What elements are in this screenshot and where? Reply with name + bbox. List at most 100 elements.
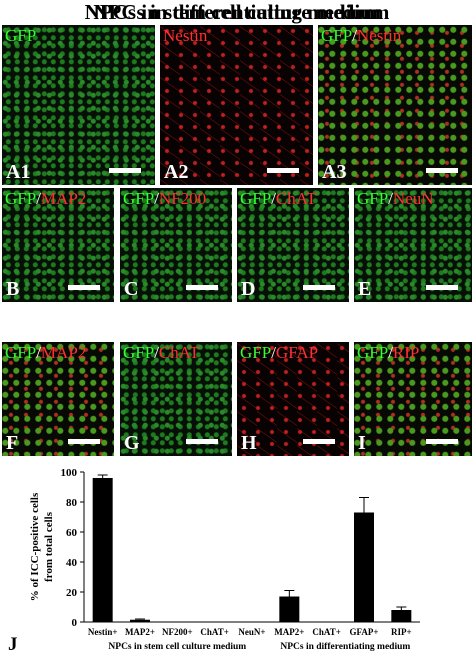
micrograph-panel: GFP A1 <box>2 25 155 185</box>
stain-text: GFP <box>5 26 37 45</box>
stain-text: GFP <box>357 189 389 208</box>
stain-text: / <box>154 343 159 362</box>
stain-text: GFP <box>5 189 37 208</box>
stain-label: GFP/MAP2 <box>5 343 86 363</box>
stain-text: GFP <box>123 343 155 362</box>
bar <box>391 610 412 622</box>
micrograph-panel: GFP/MAP2 F <box>2 342 114 456</box>
micrograph-panel: GFP/ChAT D <box>237 188 349 302</box>
stain-label: GFP/NeuN <box>357 189 434 209</box>
micrograph-panel: Nestin A2 <box>160 25 313 185</box>
micrograph-panel: GFP/ChAT G <box>120 342 232 456</box>
error-bar <box>359 497 369 513</box>
x-tick-label: Nestin+ <box>88 627 118 637</box>
y-axis-label: % of ICC-positive cells <box>29 492 41 601</box>
panel-label: J <box>8 634 18 654</box>
stain-text: NeuN <box>392 189 434 208</box>
y-tick-label: 100 <box>61 467 78 479</box>
y-tick-label: 80 <box>66 497 78 509</box>
stain-text: GFAP <box>275 343 319 362</box>
micrograph-panel: GFP/MAP2 B <box>2 188 114 302</box>
panel-label: A3 <box>322 161 347 183</box>
scale-bar <box>109 168 141 173</box>
bar <box>279 596 300 622</box>
stain-label: GFP/ChAT <box>240 189 317 209</box>
bar <box>130 619 150 622</box>
stain-text: / <box>388 189 393 208</box>
x-tick-label: ChAT+ <box>312 627 340 637</box>
stain-text: GFP <box>123 189 155 208</box>
micrograph-panel: GFP/Nestin A3 <box>318 25 472 185</box>
micrograph-panel: GFP/NF200 C <box>120 188 232 302</box>
stain-label: GFP/GFAP <box>240 343 318 363</box>
scale-bar <box>186 439 218 444</box>
stain-text: GFP <box>321 26 353 45</box>
scale-bar <box>303 285 335 290</box>
panel-label: B <box>6 278 20 300</box>
panel-label: A1 <box>6 161 31 183</box>
stain-text: MAP2 <box>40 189 87 208</box>
stain-label: GFP <box>5 26 36 46</box>
panel-label: G <box>124 432 140 454</box>
stain-text: ChAT <box>275 189 317 208</box>
stain-text: GFP <box>357 343 389 362</box>
panel-label: E <box>358 278 372 300</box>
stain-text: MAP2 <box>40 343 87 362</box>
scale-bar <box>426 285 458 290</box>
bar <box>354 512 374 622</box>
scale-bar <box>186 285 218 290</box>
y-tick-label: 20 <box>66 587 78 599</box>
section-title: NPCs in differentiating medium <box>93 0 381 24</box>
group-label: NPCs in differentiating medium <box>280 642 410 652</box>
x-tick-label: MAP2+ <box>274 627 304 637</box>
stain-text: / <box>271 343 276 362</box>
y-axis-label: from total cells <box>43 511 55 582</box>
stain-label: GFP/MAP2 <box>5 189 86 209</box>
x-tick-label: ChAT+ <box>200 627 228 637</box>
error-bar <box>135 618 145 620</box>
y-tick-label: 60 <box>66 527 78 539</box>
error-bar <box>396 606 407 610</box>
stain-text: Nestin <box>163 26 208 45</box>
micrograph-panel: GFP/RIP I <box>354 342 472 456</box>
stain-text: / <box>36 343 41 362</box>
panel-label: I <box>358 432 366 454</box>
stain-text: / <box>352 26 357 45</box>
panel-label: F <box>6 432 19 454</box>
stain-text: / <box>388 343 393 362</box>
group-label: NPCs in stem cell culture medium <box>108 642 246 652</box>
panel-label: D <box>241 278 256 300</box>
y-tick-label: 0 <box>72 617 78 629</box>
section-title: NPCs in stem cell culture medium <box>84 0 390 24</box>
panel-label: C <box>124 278 139 300</box>
stain-label: GFP/ChAT <box>123 343 200 363</box>
bar <box>92 478 113 622</box>
error-bar <box>97 474 108 478</box>
stain-text: NF200 <box>158 189 207 208</box>
stain-label: GFP/NF200 <box>123 189 206 209</box>
stain-text: / <box>154 189 159 208</box>
scale-bar <box>267 168 299 173</box>
x-tick-label: RIP+ <box>391 627 412 637</box>
scale-bar <box>303 439 335 444</box>
stain-text: / <box>271 189 276 208</box>
micrograph-panel: GFP/GFAP H <box>237 342 349 456</box>
stain-text: ChAT <box>158 343 200 362</box>
stain-text: RIP <box>392 343 420 362</box>
stain-label: GFP/RIP <box>357 343 419 363</box>
bar-chart: 0 20 40 60 80 100 % of ICC-positive cells from … <box>8 467 420 654</box>
scale-bar <box>426 168 458 173</box>
scale-bar <box>68 285 100 290</box>
y-tick-label: 40 <box>66 557 78 569</box>
x-tick-label: MAP2+ <box>125 627 155 637</box>
micrograph-panel: GFP/NeuN E <box>354 188 472 302</box>
scale-bar <box>68 439 100 444</box>
error-bar <box>284 590 295 597</box>
x-tick-label: GFAP+ <box>350 627 379 637</box>
stain-text: / <box>36 189 41 208</box>
x-tick-label: NF200+ <box>162 627 193 637</box>
stain-text: GFP <box>240 189 272 208</box>
scale-bar <box>426 439 458 444</box>
stain-label: GFP/Nestin <box>321 26 401 46</box>
